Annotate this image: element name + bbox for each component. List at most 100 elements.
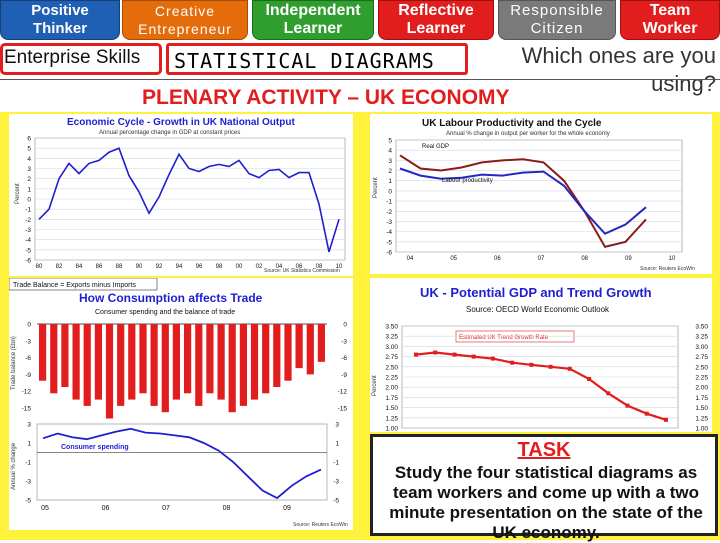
y-tick-label: -2 [386,209,392,216]
y-tick-label: 2.25 [695,375,708,382]
consumption-trade-chart: Trade Balance = Exports minus Imports Ho… [8,277,353,530]
y-tick-label: 4 [388,148,392,155]
trend-growth-point [664,417,668,422]
x-tick-label: 05 [41,505,49,512]
y-tick-label: 2 [388,168,392,175]
y-tick-label: -5 [25,247,31,254]
badge-line: Independent [265,2,361,19]
y-tick-label: 1.50 [385,405,398,412]
plot-frame [395,139,683,253]
badge-line: Learner [406,20,466,37]
question-line: using? [651,71,716,96]
task-box: TASK Study the four statistical diagrams… [370,434,718,542]
y-tick-label: 5 [27,146,31,153]
series-label: Real GDP [422,144,449,150]
trade-balance-bar [150,324,158,406]
badge-reflective-learner: Reflective Learner [378,0,494,40]
trend-growth-point [414,352,418,357]
y-tick-label: 2.00 [385,385,398,392]
y-tick-label: 0 [388,188,392,195]
x-tick-label: 09 [625,256,632,262]
chart-title: UK Labour Productivity and the Cycle [422,118,602,129]
trend-growth-point [529,362,534,367]
trade-balance-bar [206,324,214,394]
y-tick-label: -15 [22,406,32,413]
trend-growth-point [606,391,611,396]
trade-balance-bar [139,324,147,394]
trade-balance-bar [250,324,259,400]
trade-balance-bar [161,324,169,413]
trade-balance-bar [172,324,180,400]
labour-productivity-svg: UK Labour Productivity and the Cycle Ann… [373,118,695,272]
chart-subtitle: Annual percentage change in GDP at const… [99,130,240,136]
x-tick-label: 08 [316,264,323,270]
y-tick-label: -1 [25,207,31,214]
y-tick-label: 2.50 [695,364,708,371]
badge-line: Learner [283,20,343,37]
x-tick-label: 88 [116,264,123,270]
y-tick-label: -12 [22,389,32,396]
x-tick-label: 84 [76,264,83,270]
y-tick-label: -3 [25,227,31,234]
trade-balance-bar [128,324,136,400]
consumer-spending-line [42,427,322,500]
trade-balance-bar [105,324,114,419]
y-tick-label: 1.00 [385,426,398,433]
y-tick-label: 1 [335,441,339,448]
x-tick-label: 07 [538,256,545,262]
x-tick-label: 07 [162,505,170,512]
x-tick-label: 86 [96,264,103,270]
y-tick-label: 3 [27,422,31,429]
trend-growth-point [644,411,649,416]
x-tick-label: 06 [102,505,110,512]
y-tick-label: -3 [25,338,31,345]
potential-gdp-chart: UK - Potential GDP and Trend Growth Sour… [370,278,712,433]
x-tick-label: 08 [581,256,588,262]
plenary-heading: PLENARY ACTIVITY – UK ECONOMY [142,86,510,109]
x-tick-label: 10 [669,256,676,262]
trend-growth-line [415,351,667,421]
y-axis-label: Percent [372,375,378,396]
x-tick-label: 82 [56,264,63,270]
x-tick-label: 09 [283,505,291,512]
trend-growth-point [490,356,495,361]
y-tick-label: 3.25 [695,334,708,341]
badge-responsible-citizen: Responsible Citizen [498,0,616,40]
y-tick-label: 2.00 [695,385,708,392]
trade-balance-bar [117,324,125,406]
y-tick-label: -3 [341,338,347,345]
y-tick-label: 1.25 [695,415,708,422]
y-tick-label: -15 [338,406,348,413]
y-tick-label: -1 [25,460,31,467]
y-tick-label: 4 [27,156,31,163]
trade-balance-bar [195,324,203,406]
chart-title: UK - Potential GDP and Trend Growth [420,285,652,300]
trade-balance-bar [239,324,247,406]
trade-balance-bar [317,324,325,362]
badge-line: Creative [154,3,216,19]
y-tick-label: 0 [343,322,347,329]
badge-line: Responsible [510,2,604,19]
trade-balance-bar [295,324,303,369]
badge-line: Worker [642,20,698,37]
trend-growth-point [567,366,572,371]
x-tick-label: 98 [216,264,223,270]
chart-caption: Trade Balance = Exports minus Imports [13,282,136,289]
x-tick-label: 92 [156,264,163,270]
chart-title: How Consumption affects Trade [79,291,263,305]
x-tick-label: 94 [176,264,183,270]
x-tick-label: 02 [256,264,263,270]
trade-balance-bar [184,324,192,394]
y-tick-label: 3 [27,166,31,173]
chart-subtitle: Source: OECD World Economic Outlook [466,305,610,314]
y-tick-label: 1.75 [695,395,708,402]
y-tick-label: -6 [341,355,347,362]
legend-label: Estimated UK Trend Growth Rate [459,335,549,341]
trend-growth-point [548,364,553,369]
divider [0,79,720,80]
y-tick-label: 0 [27,197,31,204]
y-tick-label: 3.25 [385,334,398,341]
economic-cycle-svg: Economic Cycle - Growth in UK National O… [15,117,346,274]
trade-balance-bar [72,324,80,400]
y-tick-label: 0 [27,322,31,329]
